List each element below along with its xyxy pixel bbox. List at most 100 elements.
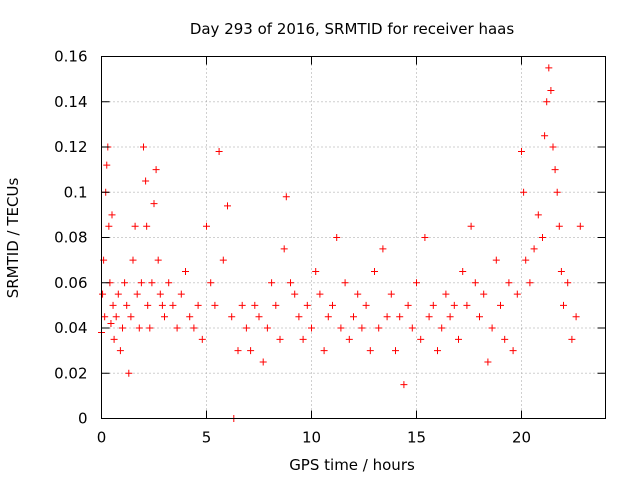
data-point [509,347,517,355]
data-point [534,211,542,219]
data-point [224,202,231,210]
data-point [429,301,437,309]
data-point [371,267,378,275]
data-point [333,234,341,241]
data-point [251,301,259,309]
data-point [182,267,189,275]
data-point [299,335,307,343]
data-point [438,324,446,332]
data-point [396,313,404,321]
data-point [526,279,534,287]
data-point [413,279,420,287]
data-point [513,290,521,298]
data-point [110,335,118,343]
data-point [480,290,488,298]
x-tick-label: 10 [302,429,321,447]
y-tick-label: 0.12 [54,138,87,156]
data-point [276,335,284,343]
data-point [404,301,412,309]
data-point [259,358,267,366]
data-point [186,313,194,321]
data-point [135,324,143,332]
axis-ticks: 0 0.02 0.04 0.06 0.08 0.1 0.12 0.14 0.16 0 5 10 15 20 [54,48,606,447]
data-point [492,256,500,264]
data-point [238,301,246,309]
y-tick-label: 0 [78,410,88,428]
x-axis-label: GPS time / hours [289,456,415,474]
data-point [455,335,462,343]
data-point [555,222,563,230]
data-point [505,279,513,287]
data-point [219,256,227,264]
data-point [177,290,185,298]
data-point [140,143,147,151]
data-point [543,98,551,106]
data-point [345,335,353,343]
x-tick-label: 5 [202,429,212,447]
data-point [463,301,471,309]
data-point [392,347,399,355]
chart-title: Day 293 of 2016, SRMTID for receiver haa… [190,20,515,38]
data-point [291,290,299,298]
data-point [358,324,366,332]
data-point [303,301,311,309]
data-point [446,313,454,321]
data-point [337,324,345,332]
data-point [143,222,151,230]
data-point [280,245,288,253]
data-point [520,188,528,196]
data-point [234,347,242,355]
data-point [215,148,223,156]
data-point [103,161,111,169]
data-point [320,347,328,355]
data-point [268,279,276,287]
data-point [112,313,120,321]
data-point [144,301,152,309]
data-point [194,301,202,309]
data-point [207,279,215,287]
data-point [518,148,525,156]
y-tick-label: 0.14 [54,93,87,111]
data-point [169,301,177,309]
data-point [109,301,117,309]
data-point [488,324,496,332]
data-point [442,290,450,298]
data-point [522,256,530,264]
data-point [203,222,210,230]
data-point [287,279,294,287]
data-point [107,319,115,327]
x-tick-label: 20 [512,429,531,447]
data-point [146,324,154,332]
y-axis-label: SRMTID / TECUs [4,178,22,299]
grid-lines [101,56,606,419]
data-point [190,324,198,332]
data-point [541,132,549,140]
data-point [557,267,565,275]
x-tick-label: 15 [407,429,426,447]
data-point [434,347,441,355]
data-point [156,290,164,298]
data-point [324,313,332,321]
data-point [127,313,135,321]
data-point [173,324,181,332]
data-point [161,313,168,321]
data-point [530,245,538,253]
data-point [417,335,425,343]
data-point [282,193,290,201]
y-tick-label: 0.02 [54,364,87,382]
data-point [121,279,129,287]
data-point [501,335,509,343]
data-point [272,301,280,309]
y-tick-label: 0.06 [54,274,87,292]
data-point [551,166,559,174]
data-point [119,324,126,332]
data-point [165,279,173,287]
data-point [150,200,158,208]
data-point [560,301,567,309]
data-point [211,301,219,309]
data-point [564,279,572,287]
data-point [375,324,383,332]
data-point [366,347,374,355]
data-point [484,358,492,366]
data-point [116,347,124,355]
